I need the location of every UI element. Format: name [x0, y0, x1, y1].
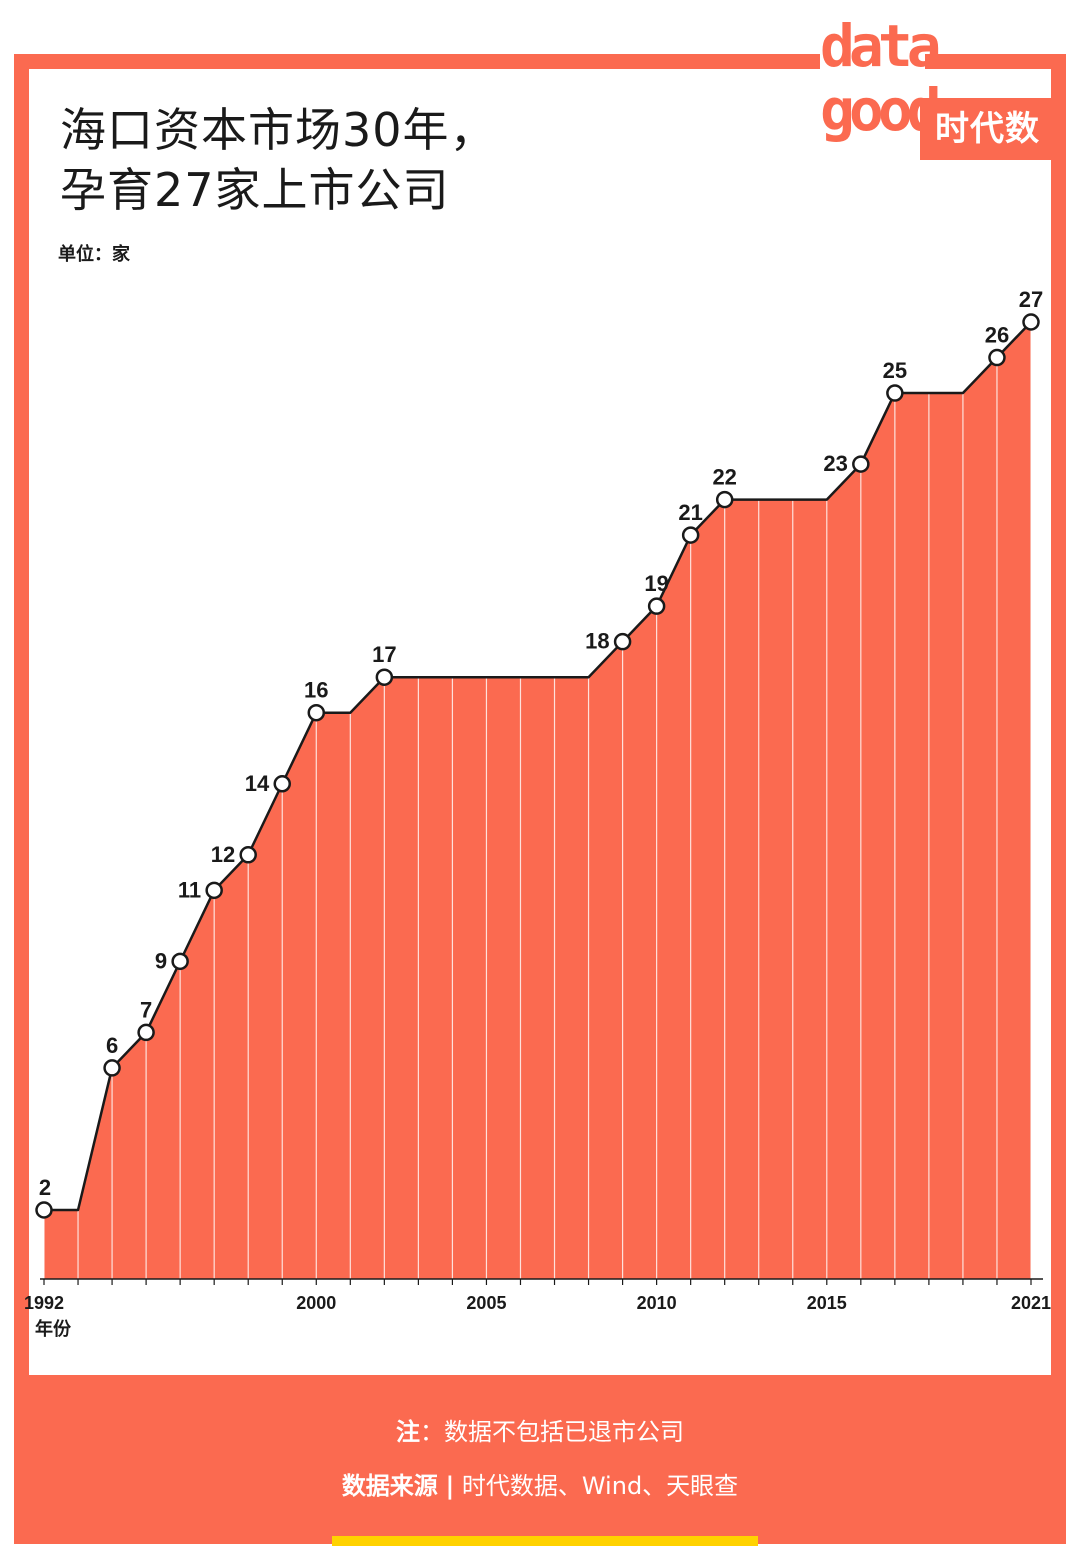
footer-note: 注：数据不包括已退市公司 [0, 1412, 1080, 1447]
x-tick-label-2021: 2021 [1011, 1293, 1051, 1313]
point-2011 [681, 526, 700, 544]
source-label: 数据来源 [341, 1472, 438, 1500]
brand-logo: data good 时代数据 [820, 12, 1060, 211]
value-label-2009: 18 [585, 629, 609, 654]
point-2012 [715, 490, 734, 509]
point-1992 [35, 1201, 53, 1219]
value-label-2012: 22 [712, 465, 736, 490]
logo-brand-name: 时代数据 [920, 98, 1055, 211]
point-2000 [307, 703, 326, 722]
value-label-1997: 11 [178, 877, 201, 902]
point-2010 [647, 597, 666, 615]
note-separator: ： [420, 1418, 444, 1446]
value-label-2016: 23 [823, 451, 847, 476]
value-label-1995: 7 [140, 997, 152, 1022]
value-label-2017: 25 [883, 358, 907, 383]
note-text: 数据不包括已退市公司 [444, 1418, 684, 1446]
point-2020 [988, 348, 1006, 367]
logo-wordmark: data good [820, 12, 942, 174]
area-fill [44, 322, 1031, 1279]
point-1997 [205, 881, 223, 900]
value-label-2010: 19 [644, 571, 668, 596]
point-1996 [171, 952, 189, 971]
point-2021 [1022, 313, 1040, 331]
x-axis: 1992 2000 2005 2010 2015 2021 年份 [24, 1278, 1051, 1339]
chart-title-line1: 海口资本市场30年， [60, 103, 497, 157]
point-2009 [613, 632, 632, 651]
vertical-lines-layer [43, 322, 1032, 1279]
area-layer [44, 322, 1031, 1279]
value-label-1992: 2 [39, 1175, 51, 1200]
point-1998 [239, 846, 257, 864]
value-label-1996: 9 [155, 948, 167, 973]
line-layer [44, 321, 1032, 1212]
chart-title-line2: 孕育27家上市公司 [60, 163, 450, 217]
x-tick-label-2010: 2010 [637, 1293, 677, 1313]
unit-label: 单位：家 [58, 244, 130, 265]
value-label-1999: 14 [245, 771, 270, 796]
point-1999 [273, 775, 291, 793]
value-label-2011: 21 [678, 500, 702, 525]
source-separator: | [445, 1472, 455, 1500]
value-label-1998: 12 [211, 842, 235, 867]
point-1994 [103, 1059, 121, 1077]
point-2016 [852, 455, 870, 473]
point-2017 [886, 384, 904, 402]
series-line [44, 321, 1032, 1212]
point-2002 [375, 668, 394, 686]
x-tick-label-2000: 2000 [296, 1293, 336, 1313]
accent-bar [332, 1536, 758, 1546]
value-label-1994: 6 [106, 1033, 118, 1058]
points-layer [35, 313, 1040, 1219]
value-label-2020: 26 [985, 323, 1009, 348]
x-tick-label-1992: 1992 [24, 1293, 64, 1313]
footer-source: 数据来源 | 时代数据、Wind、天眼查 [0, 1466, 1080, 1501]
chart-title: 海口资本市场30年， 孕育27家上市公司 [60, 100, 497, 220]
point-1995 [137, 1023, 155, 1042]
x-axis-title: 年份 [35, 1318, 72, 1339]
value-label-2021: 27 [1019, 287, 1043, 312]
value-label-2002: 17 [372, 642, 396, 667]
note-label: 注 [396, 1418, 420, 1446]
value-label-2000: 16 [304, 678, 328, 703]
x-tick-label-2005: 2005 [466, 1293, 506, 1313]
logo-word-top: data [820, 12, 942, 80]
source-text: 时代数据、Wind、天眼查 [461, 1472, 739, 1500]
x-tick-label-2015: 2015 [807, 1293, 847, 1313]
